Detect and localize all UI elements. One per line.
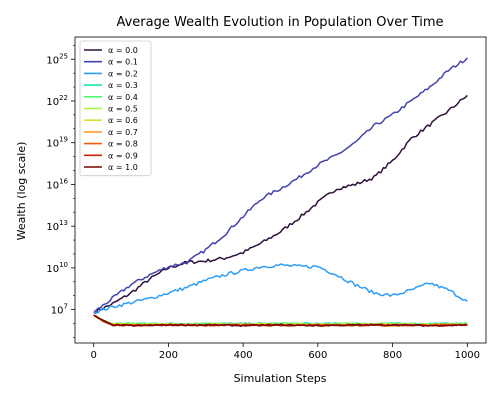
y-tick-label: 1022 (46, 94, 68, 108)
series-line-10 (93, 314, 468, 328)
legend-label: α = 0.0 (108, 46, 138, 55)
y-axis-label: Wealth (log scale) (15, 142, 28, 241)
legend-label: α = 0.5 (108, 105, 138, 114)
x-tick-label: 400 (234, 350, 253, 361)
y-tick-label: 1013 (46, 219, 68, 233)
legend-label: α = 1.0 (108, 163, 138, 172)
axes-frame (74, 36, 487, 344)
plot-area: 0 200 400 600 800 1000 107 1010 1013 1016 1019 1022… (46, 36, 487, 361)
x-tick-label: 1000 (455, 350, 480, 361)
series-line-2 (93, 263, 468, 314)
x-tick-label: 800 (383, 350, 402, 361)
y-tick-label: 1025 (46, 52, 68, 66)
y-tick-label: 107 (51, 303, 68, 317)
legend-label: α = 0.3 (108, 81, 138, 90)
x-tick-label: 600 (308, 350, 327, 361)
legend-label: α = 0.8 (108, 140, 138, 149)
x-tick-label: 200 (159, 350, 178, 361)
chart-title: Average Wealth Evolution in Population O… (116, 15, 443, 30)
y-tick-label: 1019 (46, 136, 68, 150)
y-tick-label: 1016 (46, 177, 68, 191)
legend-label: α = 0.9 (108, 151, 138, 160)
legend-label: α = 0.2 (108, 69, 138, 78)
legend-label: α = 0.6 (108, 116, 138, 125)
legend-label: α = 0.1 (108, 58, 138, 67)
x-tick-label: 0 (90, 350, 96, 361)
legend: α = 0.0 α = 0.1 α = 0.2 α = 0.3 α = 0.4 α = 0… (79, 40, 152, 177)
legend-label: α = 0.7 (108, 128, 138, 137)
legend-box (79, 40, 152, 177)
legend-label: α = 0.4 (108, 93, 138, 102)
series-line-0 (93, 94, 468, 314)
series-line-1 (93, 57, 468, 313)
x-axis-label: Simulation Steps (234, 372, 327, 385)
y-tick-label: 1010 (46, 261, 68, 275)
